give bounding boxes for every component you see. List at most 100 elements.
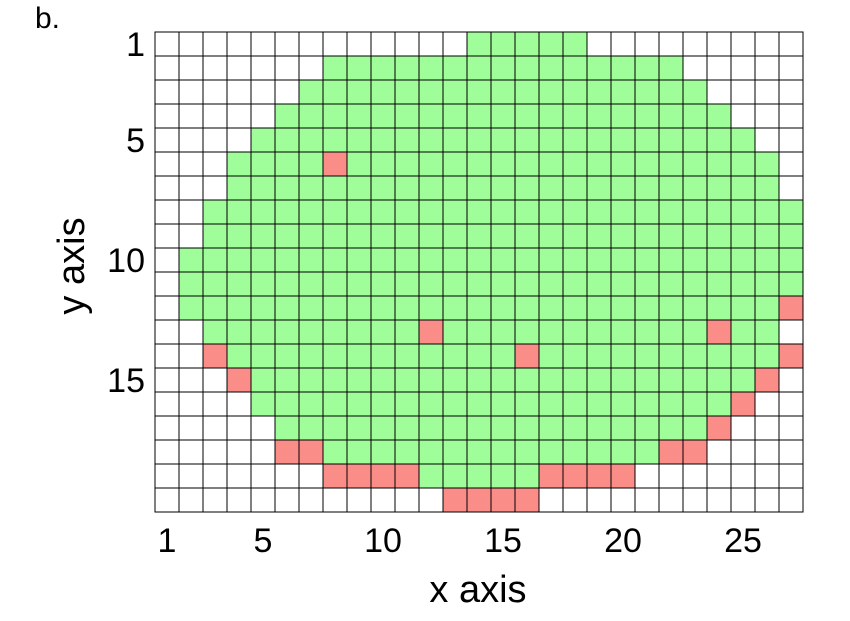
grid-cell [490, 79, 516, 105]
grid-cell [730, 319, 756, 345]
grid-cell [322, 223, 348, 249]
grid-cell [202, 175, 228, 201]
grid-cell [730, 463, 756, 489]
grid-cell [418, 247, 444, 273]
grid-cell [202, 319, 228, 345]
grid-cell [682, 223, 708, 249]
grid-cell [226, 319, 252, 345]
grid-cell [370, 31, 396, 57]
grid-cell [418, 199, 444, 225]
grid-cell [250, 175, 276, 201]
grid-cell [178, 487, 204, 513]
grid-cell [514, 151, 540, 177]
grid-cell [250, 319, 276, 345]
grid-cell [562, 367, 588, 393]
grid-cell [442, 151, 468, 177]
grid-cell [178, 439, 204, 465]
grid-cell [514, 199, 540, 225]
grid-cell [202, 79, 228, 105]
grid-cell [754, 55, 780, 81]
grid-cell [346, 103, 372, 129]
grid-cell [634, 343, 660, 369]
y-tick-label: 10 [107, 242, 145, 280]
grid-cell [442, 127, 468, 153]
grid-cell [730, 55, 756, 81]
grid-cell [706, 415, 732, 441]
grid-cell [658, 151, 684, 177]
grid-cell [250, 343, 276, 369]
grid-cell [394, 79, 420, 105]
grid-cell [202, 223, 228, 249]
grid-cell [298, 439, 324, 465]
grid-cell [226, 31, 252, 57]
grid-cell [370, 295, 396, 321]
grid-cell [490, 415, 516, 441]
grid-cell [442, 439, 468, 465]
grid-cell [394, 463, 420, 489]
grid-cell [466, 343, 492, 369]
grid-cell [298, 487, 324, 513]
grid-cell [514, 55, 540, 81]
grid-cell [778, 295, 804, 321]
grid-cell [178, 223, 204, 249]
grid-cell [610, 319, 636, 345]
grid-cell [298, 319, 324, 345]
grid-cell [226, 103, 252, 129]
grid-cell [346, 439, 372, 465]
grid-cell [370, 103, 396, 129]
grid-cell [394, 247, 420, 273]
x-tick-label: 25 [724, 522, 762, 560]
grid-cell [226, 151, 252, 177]
grid-cell [562, 415, 588, 441]
grid-cell [514, 127, 540, 153]
grid-cell [154, 175, 180, 201]
grid-cell [394, 151, 420, 177]
grid-cell [634, 391, 660, 417]
grid-cell [298, 271, 324, 297]
grid-cell [586, 55, 612, 81]
grid-cell [754, 295, 780, 321]
grid-cell [562, 151, 588, 177]
grid-cell [346, 199, 372, 225]
grid-cell [754, 487, 780, 513]
grid-cell [706, 439, 732, 465]
grid-cell [682, 367, 708, 393]
grid-cell [442, 415, 468, 441]
grid-cell [778, 247, 804, 273]
grid-cell [154, 31, 180, 57]
grid-cell [442, 175, 468, 201]
grid-cell [178, 463, 204, 489]
grid-cell [298, 175, 324, 201]
grid-cell [490, 127, 516, 153]
grid-cell [418, 415, 444, 441]
grid-cell [274, 463, 300, 489]
grid-cell [682, 127, 708, 153]
grid-cell [514, 271, 540, 297]
grid-cell [562, 79, 588, 105]
grid-cell [202, 295, 228, 321]
grid-cell [250, 79, 276, 105]
grid-cell [274, 223, 300, 249]
grid-cell [682, 343, 708, 369]
grid-cell [346, 415, 372, 441]
grid-cell [154, 55, 180, 81]
grid-cell [778, 127, 804, 153]
grid-cell [394, 343, 420, 369]
grid-cell [586, 151, 612, 177]
grid-cell [658, 223, 684, 249]
grid-cell [754, 391, 780, 417]
grid-cell [634, 439, 660, 465]
grid-cell [322, 367, 348, 393]
grid-cell [658, 319, 684, 345]
grid-cell [754, 463, 780, 489]
grid-cell [682, 487, 708, 513]
grid-cell [562, 487, 588, 513]
grid-cell [322, 487, 348, 513]
grid-cell [466, 223, 492, 249]
grid-cell [778, 151, 804, 177]
grid-cell [514, 103, 540, 129]
grid-cell [634, 319, 660, 345]
grid-cell [658, 31, 684, 57]
grid-cell [754, 439, 780, 465]
